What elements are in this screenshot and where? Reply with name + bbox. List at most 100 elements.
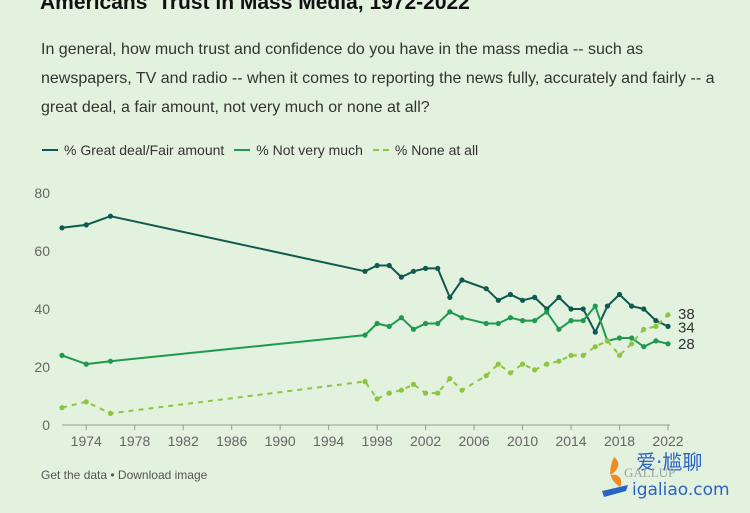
- series-line-great-deal-fair-amount: [61, 215, 669, 334]
- data-point-great-deal-fair-amount: [629, 303, 635, 309]
- legend-item-great-deal[interactable]: % Great deal/Fair amount: [42, 142, 224, 158]
- get-data-link[interactable]: Get the data: [41, 468, 108, 482]
- chart-legend: % Great deal/Fair amount % Not very much…: [42, 142, 488, 158]
- data-point-none-at-all: [653, 323, 659, 329]
- data-point-none-at-all: [107, 410, 114, 416]
- x-tick-label: 2006: [459, 433, 490, 449]
- legend-swatch-none-at-all: [372, 149, 389, 151]
- x-tick-label: 1978: [119, 433, 150, 449]
- y-tick-label: 40: [34, 301, 50, 317]
- data-point-not-very-much: [386, 323, 392, 329]
- data-point-none-at-all: [507, 370, 514, 376]
- data-point-not-very-much: [459, 315, 465, 321]
- data-point-not-very-much: [507, 315, 514, 321]
- data-point-none-at-all: [592, 344, 598, 350]
- data-point-great-deal-fair-amount: [410, 268, 417, 274]
- data-point-none-at-all: [59, 405, 65, 411]
- x-tick-label: 2002: [410, 433, 441, 449]
- legend-item-none-at-all[interactable]: % None at all: [372, 142, 479, 158]
- data-point-none-at-all: [398, 387, 404, 393]
- data-point-not-very-much: [435, 320, 441, 327]
- legend-label-none-at-all: % None at all: [394, 142, 479, 158]
- data-point-great-deal-fair-amount: [641, 306, 647, 312]
- series-line-not-very-much: [61, 305, 669, 366]
- x-tick-label: 1982: [168, 433, 199, 449]
- data-point-none-at-all: [556, 358, 562, 364]
- data-point-none-at-all: [641, 326, 647, 332]
- data-point-not-very-much: [495, 320, 501, 327]
- data-point-great-deal-fair-amount: [374, 262, 380, 269]
- data-point-not-very-much: [580, 318, 586, 324]
- chart-footer: Get the data • Download image: [41, 468, 207, 482]
- data-point-none-at-all: [83, 399, 89, 405]
- data-point-none-at-all: [495, 361, 501, 367]
- x-tick-label: 2014: [555, 433, 586, 449]
- watermark-site-cn: 爱·尴聊: [636, 450, 702, 474]
- data-point-great-deal-fair-amount: [556, 294, 562, 300]
- data-point-great-deal-fair-amount: [507, 291, 514, 298]
- data-point-great-deal-fair-amount: [447, 294, 453, 300]
- data-point-none-at-all: [410, 381, 417, 387]
- x-tick-label: 1986: [216, 433, 247, 449]
- data-point-not-very-much: [641, 344, 647, 350]
- x-tick-label: 1974: [71, 433, 102, 449]
- data-point-great-deal-fair-amount: [59, 225, 65, 231]
- y-tick-label: 0: [42, 417, 50, 433]
- data-point-great-deal-fair-amount: [435, 265, 441, 271]
- data-point-great-deal-fair-amount: [653, 318, 659, 324]
- data-point-none-at-all: [665, 312, 671, 318]
- data-point-great-deal-fair-amount: [519, 297, 526, 303]
- data-point-great-deal-fair-amount: [568, 306, 574, 312]
- x-tick-label: 2018: [604, 433, 635, 449]
- data-point-great-deal-fair-amount: [483, 286, 489, 292]
- data-point-great-deal-fair-amount: [616, 291, 623, 298]
- download-image-link[interactable]: Download image: [117, 468, 208, 482]
- watermark-site-url: igaliao.com: [632, 480, 730, 500]
- data-point-not-very-much: [568, 318, 574, 324]
- data-point-great-deal-fair-amount: [495, 297, 501, 303]
- chart-title: Americans' Trust in Mass Media, 1972-202…: [40, 0, 470, 14]
- data-point-great-deal-fair-amount: [362, 268, 368, 274]
- data-point-none-at-all: [629, 341, 635, 347]
- data-point-great-deal-fair-amount: [532, 294, 538, 300]
- data-point-great-deal-fair-amount: [386, 262, 392, 269]
- data-point-great-deal-fair-amount: [580, 306, 586, 312]
- data-point-none-at-all: [362, 378, 368, 385]
- x-tick-label: 2010: [507, 433, 538, 449]
- footer-separator: •: [107, 468, 118, 482]
- data-point-not-very-much: [362, 332, 368, 338]
- data-point-not-very-much: [544, 309, 550, 315]
- watermark-logo: 爱·尴聊 GALLUP igaliao.com: [602, 450, 730, 500]
- data-point-not-very-much: [83, 361, 89, 367]
- data-point-great-deal-fair-amount: [423, 265, 429, 271]
- data-point-great-deal-fair-amount: [665, 323, 671, 329]
- x-tick-label: 2022: [652, 433, 683, 449]
- data-point-not-very-much: [423, 320, 429, 327]
- data-point-none-at-all: [519, 361, 526, 367]
- data-point-great-deal-fair-amount: [592, 329, 598, 335]
- legend-label-not-very-much: % Not very much: [256, 142, 363, 158]
- y-tick-label: 60: [34, 243, 50, 259]
- legend-item-not-very-much[interactable]: % Not very much: [234, 142, 363, 158]
- data-point-not-very-much: [410, 326, 417, 332]
- x-tick-label: 1994: [313, 433, 344, 449]
- data-point-great-deal-fair-amount: [107, 213, 114, 219]
- data-point-not-very-much: [665, 341, 671, 347]
- data-point-none-at-all: [435, 390, 441, 396]
- x-tick-label: 1990: [265, 433, 296, 449]
- end-label-none-at-all: 38: [678, 306, 695, 323]
- data-point-not-very-much: [616, 335, 623, 341]
- data-point-none-at-all: [616, 352, 623, 358]
- legend-swatch-not-very-much: [234, 149, 251, 151]
- data-point-great-deal-fair-amount: [398, 274, 404, 280]
- data-point-not-very-much: [653, 338, 659, 344]
- data-point-none-at-all: [447, 376, 453, 382]
- legend-swatch-great-deal: [42, 149, 58, 151]
- data-point-not-very-much: [398, 315, 404, 321]
- legend-label-great-deal: % Great deal/Fair amount: [64, 142, 225, 158]
- end-label-not-very-much: 28: [678, 336, 695, 353]
- y-tick-label: 20: [34, 359, 50, 375]
- end-label-great-deal-fair-amount: 34: [678, 319, 695, 336]
- watermark-gallup: GALLUP: [624, 465, 675, 480]
